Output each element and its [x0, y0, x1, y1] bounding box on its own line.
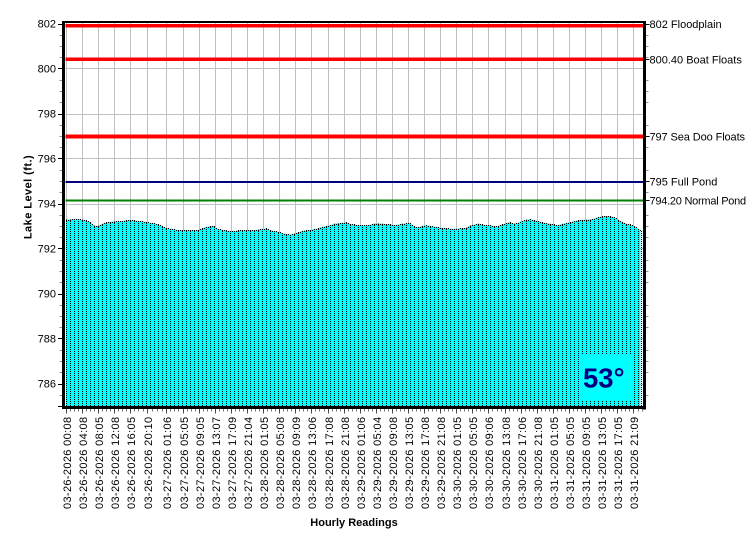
svg-text:03-31-2026 17:05: 03-31-2026 17:05 [613, 417, 625, 509]
svg-text:03-29-2026 01:06: 03-29-2026 01:06 [356, 417, 368, 509]
svg-text:03-26-2026 00:08: 03-26-2026 00:08 [62, 417, 74, 509]
svg-text:03-28-2026 13:06: 03-28-2026 13:06 [307, 417, 319, 509]
svg-text:03-29-2026 05:04: 03-29-2026 05:04 [372, 417, 384, 509]
svg-text:790: 790 [38, 289, 56, 301]
svg-text:03-27-2026 01:06: 03-27-2026 01:06 [162, 417, 174, 509]
svg-text:Lake Level (ft.): Lake Level (ft.) [23, 155, 35, 239]
svg-text:03-27-2026 21:04: 03-27-2026 21:04 [243, 417, 255, 509]
svg-text:03-30-2026 21:08: 03-30-2026 21:08 [533, 417, 545, 509]
svg-text:794: 794 [38, 199, 56, 211]
svg-text:03-31-2026 21:09: 03-31-2026 21:09 [629, 417, 641, 509]
svg-text:03-28-2026 17:08: 03-28-2026 17:08 [324, 417, 336, 509]
svg-text:800.40 Boat Floats: 800.40 Boat Floats [650, 55, 743, 67]
svg-text:03-27-2026 17:09: 03-27-2026 17:09 [227, 417, 239, 509]
svg-text:03-27-2026 13:07: 03-27-2026 13:07 [211, 417, 223, 509]
svg-text:03-30-2026 17:06: 03-30-2026 17:06 [517, 417, 529, 509]
svg-text:03-30-2026 05:05: 03-30-2026 05:05 [468, 417, 480, 509]
svg-text:03-31-2026 01:05: 03-31-2026 01:05 [549, 417, 561, 509]
svg-text:03-31-2026 13:05: 03-31-2026 13:05 [597, 417, 609, 509]
svg-text:03-26-2026 08:05: 03-26-2026 08:05 [94, 417, 106, 509]
svg-text:786: 786 [38, 379, 56, 391]
svg-text:03-31-2026 05:05: 03-31-2026 05:05 [565, 417, 577, 509]
svg-text:03-26-2026 16:05: 03-26-2026 16:05 [126, 417, 138, 509]
svg-text:800: 800 [38, 64, 56, 76]
svg-text:03-30-2026 13:08: 03-30-2026 13:08 [501, 417, 513, 509]
svg-text:03-31-2026 09:05: 03-31-2026 09:05 [581, 417, 593, 509]
svg-text:03-29-2026 13:05: 03-29-2026 13:05 [404, 417, 416, 509]
svg-text:797 Sea Doo Floats: 797 Sea Doo Floats [650, 132, 746, 144]
svg-text:796: 796 [38, 154, 56, 166]
svg-text:03-27-2026 09:05: 03-27-2026 09:05 [195, 417, 207, 509]
svg-text:53°: 53° [583, 363, 625, 394]
svg-text:795 Full Pond: 795 Full Pond [650, 177, 718, 189]
svg-text:03-26-2026 04:08: 03-26-2026 04:08 [78, 417, 90, 509]
svg-text:794.20 Normal Pond: 794.20 Normal Pond [650, 196, 747, 208]
svg-text:03-29-2026 09:08: 03-29-2026 09:08 [388, 417, 400, 509]
svg-text:798: 798 [38, 109, 56, 121]
svg-text:788: 788 [38, 334, 56, 346]
svg-text:03-28-2026 21:08: 03-28-2026 21:08 [340, 417, 352, 509]
svg-text:03-29-2026 21:08: 03-29-2026 21:08 [436, 417, 448, 509]
svg-text:03-26-2026 20:10: 03-26-2026 20:10 [143, 417, 155, 509]
svg-text:03-30-2026 01:05: 03-30-2026 01:05 [452, 417, 464, 509]
svg-text:03-28-2026 09:09: 03-28-2026 09:09 [291, 417, 303, 509]
svg-text:03-28-2026 01:05: 03-28-2026 01:05 [259, 417, 271, 509]
svg-text:03-30-2026 09:06: 03-30-2026 09:06 [484, 417, 496, 509]
svg-text:03-26-2026 12:08: 03-26-2026 12:08 [110, 417, 122, 509]
svg-text:03-29-2026 17:08: 03-29-2026 17:08 [420, 417, 432, 509]
svg-text:792: 792 [38, 244, 56, 256]
svg-text:03-27-2026 05:05: 03-27-2026 05:05 [179, 417, 191, 509]
svg-text:802: 802 [38, 19, 56, 31]
svg-text:03-28-2026 05:08: 03-28-2026 05:08 [275, 417, 287, 509]
svg-text:802 Floodplain: 802 Floodplain [650, 19, 722, 31]
svg-text:Hourly Readings: Hourly Readings [310, 517, 397, 529]
